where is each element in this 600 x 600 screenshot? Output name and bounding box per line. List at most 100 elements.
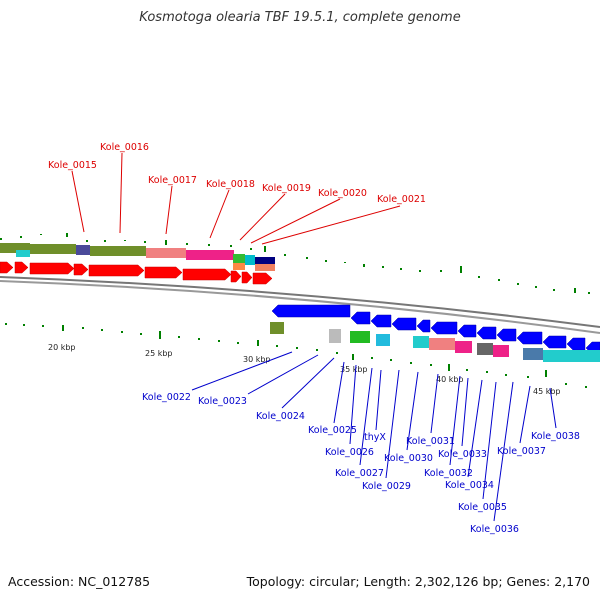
- reverse-cds-arrow[interactable]: [566, 337, 586, 351]
- tick-mark: [276, 345, 278, 347]
- reverse-cds-track[interactable]: [271, 304, 600, 355]
- forward-gene-label[interactable]: Kole_0017: [148, 175, 197, 186]
- reverse-gene-label[interactable]: Kole_0035: [458, 502, 507, 513]
- tick-mark: [208, 244, 210, 246]
- reverse-cds-arrow[interactable]: [370, 314, 392, 328]
- tick-mark: [400, 268, 402, 270]
- forward-gene-label[interactable]: Kole_0015: [48, 160, 97, 171]
- leader-line: [519, 385, 531, 444]
- reverse-cds-arrow[interactable]: [516, 331, 543, 345]
- tick-mark: [363, 264, 365, 267]
- forward-cds-arrow[interactable]: [252, 272, 273, 285]
- cog-block: [477, 343, 493, 355]
- tick-mark: [257, 340, 259, 346]
- leader-line: [549, 387, 557, 429]
- reverse-cds-arrow[interactable]: [430, 321, 458, 335]
- forward-cds-arrow[interactable]: [29, 262, 75, 275]
- tick-mark: [82, 327, 84, 329]
- leader-line: [461, 377, 469, 447]
- tick-mark: [124, 240, 126, 241]
- tick-mark: [574, 288, 576, 293]
- reverse-cds-arrow[interactable]: [496, 328, 517, 342]
- cog-block: [455, 341, 472, 353]
- forward-cds-track[interactable]: [0, 261, 273, 285]
- cog-block: [76, 245, 90, 255]
- leader-line: [261, 205, 401, 245]
- reverse-cds-arrow[interactable]: [271, 304, 351, 318]
- forward-cds-arrow[interactable]: [0, 261, 14, 274]
- tick-mark: [344, 262, 346, 263]
- tick-mark: [382, 266, 384, 268]
- forward-cds-arrow[interactable]: [14, 261, 29, 274]
- scale-label: 30 kbp: [243, 355, 271, 364]
- scale-label: 25 kbp: [145, 349, 173, 358]
- forward-gene-label[interactable]: Kole_0019: [262, 183, 311, 194]
- reverse-gene-label[interactable]: Kole_0033: [438, 449, 487, 460]
- leader-line: [359, 367, 373, 466]
- tick-mark: [460, 266, 462, 273]
- reverse-gene-label[interactable]: Kole_0031: [406, 436, 455, 447]
- cog-block: [429, 338, 455, 350]
- reverse-gene-label[interactable]: Kole_0023: [198, 396, 247, 407]
- reverse-gene-label[interactable]: Kole_0026: [325, 447, 374, 458]
- tick-mark: [121, 331, 123, 333]
- reverse-gene-label[interactable]: Kole_0027: [335, 468, 384, 479]
- leader-line: [247, 354, 319, 395]
- tick-mark: [306, 257, 308, 259]
- reverse-cog-track: [270, 322, 600, 362]
- tick-mark: [40, 234, 42, 235]
- leader-line: [250, 198, 341, 244]
- tick-mark: [535, 286, 537, 288]
- tick-mark: [284, 254, 286, 256]
- scale-label: 35 kbp: [340, 365, 368, 374]
- reverse-cds-arrow[interactable]: [350, 311, 371, 325]
- reverse-gene-label[interactable]: Kole_0034: [445, 480, 494, 491]
- cog-block: [30, 244, 76, 254]
- reverse-gene-label[interactable]: Kole_0036: [470, 524, 519, 535]
- reverse-cds-arrow[interactable]: [457, 324, 477, 338]
- cog-block: [0, 243, 16, 253]
- forward-cog-track: [0, 243, 275, 271]
- reverse-cds-arrow[interactable]: [416, 319, 431, 333]
- tick-mark: [230, 245, 232, 247]
- tick-mark: [478, 276, 480, 278]
- tick-mark: [565, 383, 567, 385]
- reverse-gene-label[interactable]: Kole_0037: [497, 446, 546, 457]
- forward-cds-arrow[interactable]: [230, 270, 242, 283]
- reverse-gene-label[interactable]: Kole_0025: [308, 425, 357, 436]
- reverse-gene-label[interactable]: Kole_0030: [384, 453, 433, 464]
- reverse-gene-label[interactable]: Kole_0024: [256, 411, 305, 422]
- leader-line: [281, 357, 335, 409]
- tick-mark: [527, 376, 529, 378]
- forward-gene-label[interactable]: Kole_0018: [206, 179, 255, 190]
- cog-block: [186, 250, 234, 260]
- reverse-cds-arrow[interactable]: [476, 326, 497, 340]
- tick-mark: [20, 236, 22, 238]
- cog-block: [329, 329, 341, 343]
- forward-gene-label[interactable]: Kole_0020: [318, 188, 367, 199]
- forward-cds-arrow[interactable]: [241, 271, 253, 284]
- forward-gene-label[interactable]: Kole_0021: [377, 194, 426, 205]
- forward-cds-arrow[interactable]: [73, 263, 89, 276]
- reverse-gene-label[interactable]: Kole_0029: [362, 481, 411, 492]
- cog-block: [245, 255, 255, 265]
- tick-mark: [86, 240, 88, 242]
- tick-marks: [0, 233, 590, 388]
- reverse-gene-label[interactable]: Kole_0022: [142, 392, 191, 403]
- forward-gene-label[interactable]: Kole_0016: [100, 142, 149, 153]
- cog-block: [543, 350, 600, 362]
- cog-block: [233, 263, 245, 270]
- forward-cds-arrow[interactable]: [88, 264, 145, 277]
- reverse-cds-arrow[interactable]: [542, 335, 567, 349]
- tick-mark: [218, 340, 220, 342]
- reverse-cds-arrow[interactable]: [391, 317, 417, 331]
- reverse-gene-label[interactable]: thyX: [364, 432, 386, 443]
- reverse-gene-label[interactable]: Kole_0032: [424, 468, 473, 479]
- forward-cds-arrow[interactable]: [144, 266, 183, 279]
- reverse-gene-label[interactable]: Kole_0038: [531, 431, 580, 442]
- forward-cds-arrow[interactable]: [182, 268, 232, 281]
- scale-label: 40 kbp: [436, 375, 464, 384]
